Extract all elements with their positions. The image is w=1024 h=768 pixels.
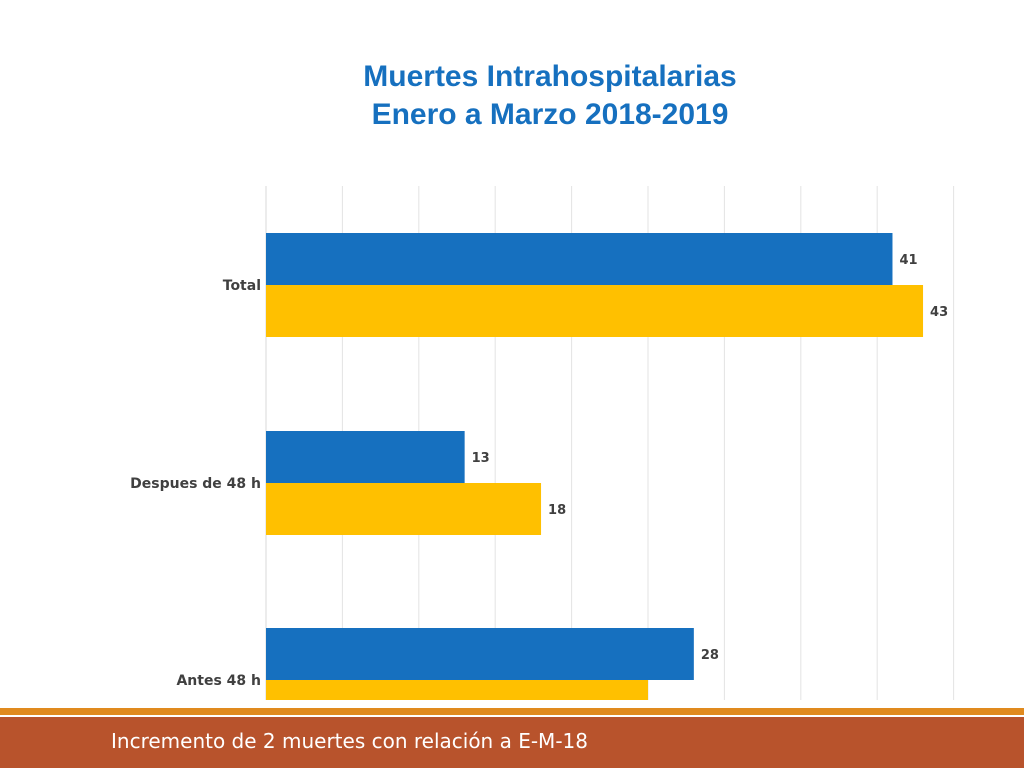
category-label: Total bbox=[223, 278, 261, 294]
bar bbox=[266, 680, 648, 700]
chart-title-line-1: Muertes Intrahospitalarias bbox=[363, 60, 737, 93]
bar-chart: 41 43 Total 13 18 Despues de 48 h 28 Antes 48 h bbox=[130, 186, 955, 700]
footer-text: Incremento de 2 muertes con relación a E… bbox=[111, 729, 588, 753]
data-label: 41 bbox=[899, 253, 917, 268]
chart-title-line-2: Enero a Marzo 2018-2019 bbox=[371, 98, 729, 131]
data-label: 13 bbox=[472, 451, 490, 466]
data-label: 43 bbox=[930, 305, 948, 320]
footer-accent-rule bbox=[0, 708, 1024, 715]
footer-bar: Incremento de 2 muertes con relación a E… bbox=[0, 717, 1024, 768]
data-label: 18 bbox=[548, 503, 566, 518]
bar bbox=[266, 628, 694, 680]
data-label: 28 bbox=[701, 648, 719, 663]
bar bbox=[266, 431, 465, 483]
chart-title: Muertes Intrahospitalarias Enero a Marzo… bbox=[250, 58, 850, 134]
category-label: Despues de 48 h bbox=[130, 476, 261, 492]
bar bbox=[266, 233, 893, 285]
bar bbox=[266, 483, 542, 535]
category-label: Antes 48 h bbox=[176, 673, 261, 689]
bar bbox=[266, 285, 924, 337]
